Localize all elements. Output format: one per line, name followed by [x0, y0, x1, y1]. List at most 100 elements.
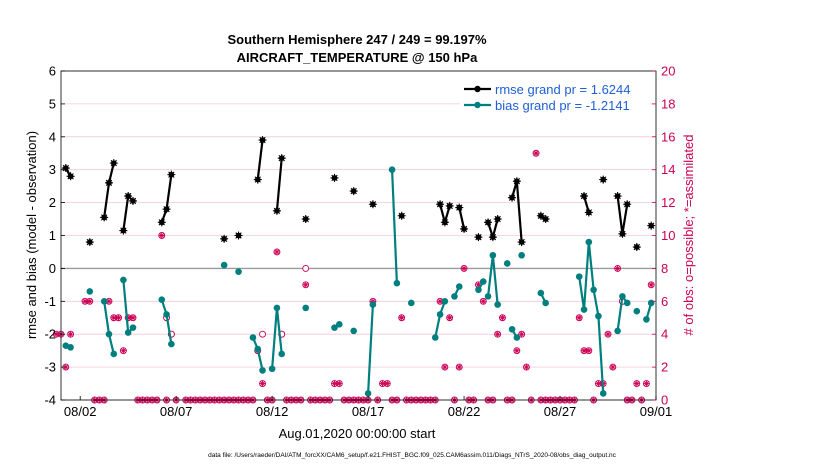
- obs-assimilated-marker: [480, 298, 487, 305]
- x-tick-label: 08/17: [352, 404, 385, 419]
- bias-point: [475, 286, 482, 294]
- bias-point: [129, 324, 137, 331]
- rmse-point-star: [85, 238, 94, 247]
- bias-point: [451, 293, 458, 300]
- y-tick-label-right: 0: [661, 393, 668, 408]
- bias-series: [62, 166, 655, 397]
- obs-assimilated-marker: [105, 298, 113, 305]
- rmse-point-star: [100, 213, 109, 222]
- rmse-point-star: [61, 164, 70, 173]
- rmse-point-star: [474, 233, 483, 242]
- chart-subtitle: AIRCRAFT_TEMPERATURE @ 150 hPa: [237, 50, 478, 65]
- legend-rmse-label: rmse grand pr = 1.6244: [495, 82, 631, 97]
- obs-assimilated-marker: [259, 380, 266, 387]
- obs-assimilated-marker: [110, 314, 117, 321]
- obs-assimilated-marker: [81, 298, 89, 305]
- bias-point: [436, 311, 444, 318]
- bias-point: [590, 286, 597, 294]
- bias-point: [513, 334, 521, 341]
- bias-point: [484, 293, 492, 300]
- obs-assimilated-marker: [609, 363, 617, 371]
- rmse-point-star: [541, 215, 550, 224]
- legend-rmse-marker: [474, 85, 481, 93]
- obs-assimilated-marker: [115, 314, 122, 321]
- rmse-point-star: [647, 221, 656, 230]
- x-tick-label: 08/22: [448, 404, 481, 419]
- bias-point: [249, 334, 257, 341]
- y-tick-label-right: 4: [661, 327, 668, 342]
- obs-assimilated-marker: [336, 380, 343, 387]
- rmse-point-star: [234, 231, 243, 240]
- x-tick-label: 08/12: [256, 404, 289, 419]
- bias-point: [336, 321, 343, 328]
- y-tick-label-left: -4: [44, 393, 56, 408]
- y-tick-label-left: 0: [49, 261, 56, 276]
- bias-point: [110, 350, 118, 358]
- obs-assimilated-marker: [436, 298, 444, 305]
- bias-point: [542, 299, 549, 307]
- bias-point: [575, 273, 583, 280]
- obs-assimilated-marker: [398, 314, 405, 321]
- bias-point: [350, 327, 358, 335]
- rmse-point-star: [277, 154, 286, 163]
- bias-point: [168, 340, 175, 348]
- obs-assimilated-marker: [499, 314, 506, 321]
- bias-point: [489, 251, 497, 259]
- obs-assimilated-marker: [633, 380, 641, 387]
- rmse-line-segment: [275, 158, 283, 211]
- rmse-point-star: [330, 173, 339, 182]
- obs-possible-marker: [259, 330, 266, 338]
- bias-point: [647, 299, 655, 307]
- obs-assimilated-marker: [384, 380, 391, 387]
- rmse-line-segment: [458, 207, 466, 230]
- obs-assimilated-marker: [614, 265, 621, 272]
- x-tick-label: 08/27: [544, 404, 577, 419]
- obs-assimilated-marker: [576, 314, 583, 321]
- rmse-point-star: [440, 218, 449, 227]
- rmse-line-segment: [256, 139, 264, 180]
- bias-point: [86, 288, 94, 295]
- bias-point: [268, 365, 276, 373]
- bias-line-segment: [366, 304, 374, 394]
- x-tick-label: 08/07: [160, 404, 193, 419]
- obs-assimilated-marker: [86, 298, 93, 305]
- rmse-point-star: [397, 211, 406, 220]
- rmse-point-star: [162, 205, 171, 214]
- rmse-point-star: [618, 229, 627, 238]
- bias-point: [67, 344, 74, 351]
- y-tick-label-right: 14: [661, 162, 675, 177]
- bias-point: [105, 330, 113, 338]
- bias-point: [585, 238, 593, 246]
- y-tick-label-right: 18: [661, 96, 675, 111]
- rmse-point-star: [484, 218, 493, 227]
- obs-assimilated-marker: [273, 248, 281, 256]
- obs-assimilated-marker: [379, 380, 386, 387]
- bias-point: [580, 306, 588, 313]
- bias-point: [254, 345, 262, 353]
- obs-assimilated-marker: [494, 331, 501, 338]
- rmse-point-star: [220, 234, 229, 243]
- rmse-point-star: [253, 175, 262, 184]
- rmse-point-star: [460, 224, 469, 233]
- x-tick-label: 08/02: [64, 404, 97, 419]
- bias-line-segment: [390, 169, 398, 284]
- footer-data-file: data file: /Users/raeder/DAI/ATM_forcXX/…: [208, 452, 617, 459]
- obs-assimilated-marker: [604, 331, 612, 338]
- rmse-point-star: [167, 170, 176, 179]
- y-tick-label-left: -2: [44, 327, 56, 342]
- obs-assimilated-marker: [580, 347, 588, 354]
- y-axis-label-left: rmse and bias (model - observation): [24, 131, 39, 339]
- rmse-point-star: [517, 238, 526, 247]
- rmse-point-star: [128, 196, 137, 205]
- bias-point: [388, 166, 396, 173]
- y-axis-label-right: # of obs: o=possible; *=assimilated: [681, 135, 696, 336]
- obs-assimilated-marker: [595, 380, 602, 387]
- legend-box: [460, 78, 650, 116]
- bias-point: [494, 301, 501, 308]
- obs-assimilated-marker: [129, 314, 137, 321]
- y-tick-label-left: -3: [44, 360, 56, 375]
- bias-point: [518, 251, 525, 259]
- rmse-point-star: [613, 192, 622, 201]
- y-tick-label-left: 6: [49, 64, 56, 79]
